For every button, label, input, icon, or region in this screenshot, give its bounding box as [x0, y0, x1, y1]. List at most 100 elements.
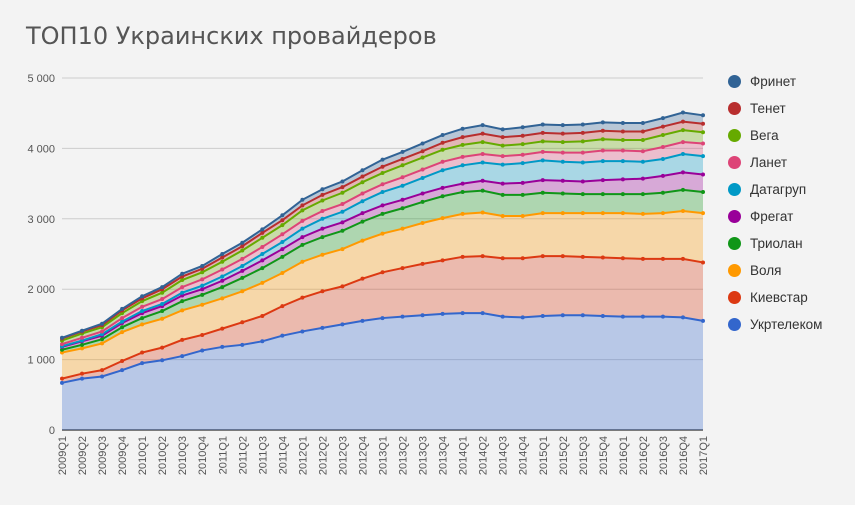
data-point: [400, 149, 405, 154]
data-point: [540, 254, 545, 259]
data-point: [480, 178, 485, 183]
data-point: [240, 342, 245, 347]
data-point: [600, 148, 605, 153]
data-point: [220, 267, 225, 272]
data-point: [360, 219, 365, 224]
data-point: [540, 149, 545, 154]
data-point: [60, 342, 64, 347]
data-point: [180, 354, 185, 359]
data-point: [380, 171, 385, 176]
data-point: [160, 301, 165, 306]
data-point: [380, 203, 385, 208]
data-point: [560, 211, 565, 216]
data-point: [280, 271, 285, 276]
data-point: [600, 178, 605, 183]
data-point: [200, 277, 205, 282]
data-point: [200, 302, 205, 307]
x-tick-label: 2015Q3: [578, 436, 590, 475]
data-point: [380, 157, 385, 162]
data-point: [440, 140, 445, 145]
data-point: [340, 247, 345, 252]
data-point: [300, 259, 305, 264]
x-tick-label: 2014Q4: [518, 436, 530, 475]
data-point: [200, 266, 205, 271]
data-point: [320, 216, 325, 221]
data-point: [701, 141, 705, 146]
x-tick-label: 2016Q4: [678, 436, 690, 475]
data-point: [240, 240, 245, 245]
area-Фрегат: [62, 172, 703, 350]
data-point: [560, 131, 565, 136]
x-tick-label: 2015Q2: [558, 436, 570, 475]
data-point: [540, 211, 545, 216]
data-point: [200, 287, 205, 292]
data-point: [240, 244, 245, 249]
data-point: [320, 226, 325, 231]
data-point: [620, 211, 625, 216]
legend-label: Воля: [750, 263, 782, 278]
data-point: [380, 231, 385, 236]
data-point: [100, 321, 105, 326]
data-point: [160, 309, 165, 314]
axes: 0 1 000 2 000 3 000 4 000 5 000 2009Q1 2009Q2 20…: [27, 73, 710, 475]
data-point: [300, 197, 305, 202]
data-point: [380, 182, 385, 187]
legend-item: Датагруп: [728, 176, 822, 203]
data-point: [540, 130, 545, 135]
data-point: [200, 263, 205, 268]
data-point: [280, 223, 285, 228]
data-point: [540, 139, 545, 144]
data-point: [80, 371, 85, 376]
data-point: [460, 254, 465, 259]
data-point: [280, 213, 285, 218]
data-point: [560, 159, 565, 164]
y-tick-label: 3 000: [27, 214, 55, 226]
data-point: [660, 211, 665, 216]
data-point: [680, 256, 685, 261]
data-point: [320, 325, 325, 330]
data-point: [701, 113, 705, 118]
x-tick-label: 2014Q1: [458, 436, 470, 475]
data-point: [400, 163, 405, 168]
data-point: [680, 315, 685, 320]
data-point: [620, 159, 625, 164]
x-tick-label: 2011Q3: [257, 436, 269, 474]
data-point: [480, 140, 485, 145]
data-point: [640, 121, 645, 126]
data-point: [620, 148, 625, 153]
x-tick-label: 2016Q3: [658, 436, 670, 475]
data-point: [300, 235, 305, 240]
legend-item: Вега: [728, 122, 822, 149]
data-point: [500, 143, 505, 148]
legend-item: Воля: [728, 257, 822, 284]
data-point: [120, 368, 125, 373]
data-point: [120, 359, 125, 364]
data-point: [220, 326, 225, 331]
data-point: [260, 280, 265, 285]
data-point: [60, 380, 64, 385]
data-point: [460, 181, 465, 186]
data-point: [560, 140, 565, 145]
data-point: [320, 289, 325, 294]
x-tick-label: 2015Q4: [598, 436, 610, 475]
data-point: [320, 198, 325, 203]
data-point: [620, 192, 625, 197]
data-point: [100, 337, 105, 342]
data-point: [520, 315, 525, 320]
data-point: [560, 191, 565, 196]
chart-title: ТОП10 Украинских провайдеров: [26, 22, 437, 50]
data-point: [701, 130, 705, 135]
data-point: [440, 185, 445, 190]
data-point: [300, 203, 305, 208]
data-point: [520, 133, 525, 138]
data-point: [220, 274, 225, 279]
data-point: [640, 149, 645, 154]
data-point: [220, 278, 225, 283]
data-point: [620, 121, 625, 126]
data-point: [240, 248, 245, 253]
data-point: [701, 190, 705, 195]
x-tick-label: 2012Q3: [337, 436, 349, 475]
x-tick-label: 2010Q4: [197, 436, 209, 475]
data-point: [460, 163, 465, 168]
data-point: [360, 211, 365, 216]
